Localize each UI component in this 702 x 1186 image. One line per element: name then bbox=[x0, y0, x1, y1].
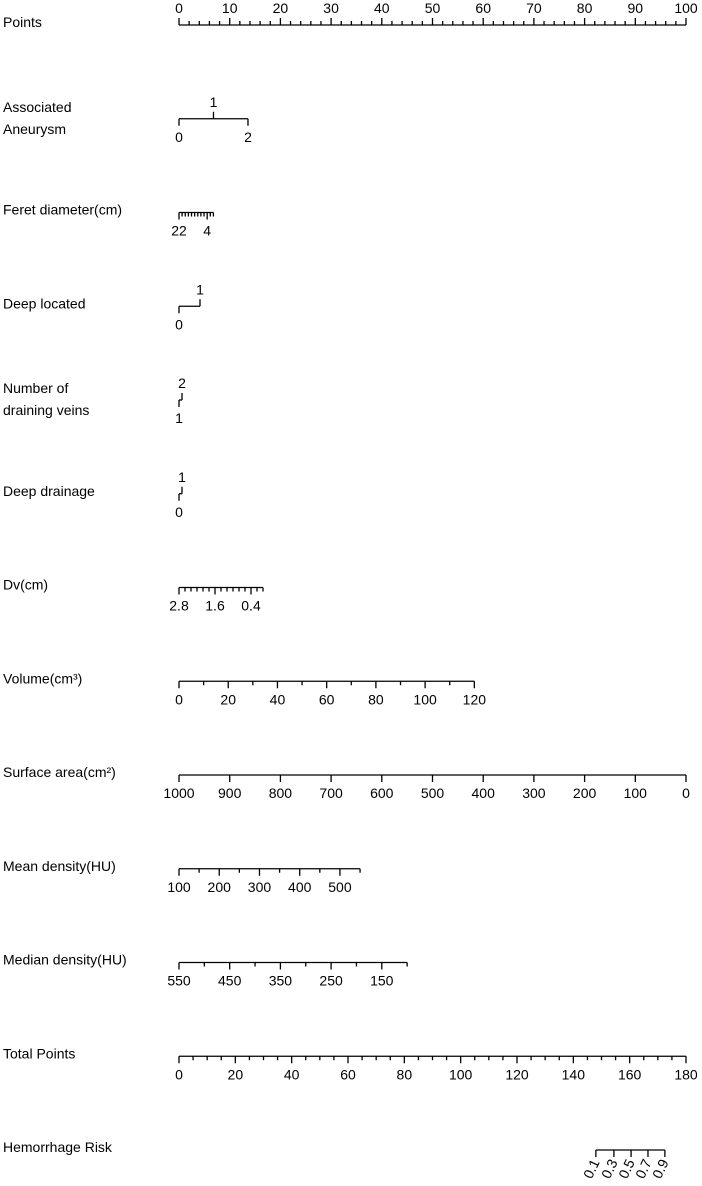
tick-label: 100 bbox=[167, 879, 191, 895]
tick-label: 200 bbox=[573, 785, 597, 801]
tick-label: 500 bbox=[421, 785, 445, 801]
tick-label: 0.7 bbox=[632, 1156, 655, 1181]
tick-label: 1000 bbox=[163, 785, 194, 801]
tick-label: 250 bbox=[319, 973, 343, 989]
tick-label: 60 bbox=[319, 691, 335, 707]
tick-label: 150 bbox=[370, 973, 394, 989]
tick-label: 60 bbox=[475, 0, 491, 16]
row-label: Associated bbox=[3, 99, 71, 115]
tick-label: 550 bbox=[167, 973, 191, 989]
row-label: Surface area(cm²) bbox=[3, 764, 116, 780]
row-label: Volume(cm³) bbox=[3, 670, 82, 686]
row-label: Feret diameter(cm) bbox=[3, 202, 122, 218]
row-label: Deep located bbox=[3, 295, 86, 311]
tick-label: 4 bbox=[203, 223, 211, 239]
tick-label: 80 bbox=[397, 1066, 413, 1082]
tick-label: 100 bbox=[449, 1066, 473, 1082]
row-label: Number of bbox=[3, 380, 68, 396]
tick-label: 140 bbox=[562, 1066, 586, 1082]
tick-label: 60 bbox=[340, 1066, 356, 1082]
tick-label: 180 bbox=[674, 1066, 698, 1082]
tick-label: 0 bbox=[175, 1066, 183, 1082]
tick-label: 0 bbox=[175, 316, 183, 332]
row-label: Total Points bbox=[3, 1045, 75, 1061]
tick-label: 120 bbox=[463, 691, 487, 707]
tick-label: 40 bbox=[284, 1066, 300, 1082]
tick-label: 120 bbox=[505, 1066, 529, 1082]
tick-label: 400 bbox=[288, 879, 312, 895]
tick-label: 1 bbox=[178, 469, 186, 485]
tick-label: 30 bbox=[323, 0, 339, 16]
tick-label: 80 bbox=[368, 691, 384, 707]
tick-label: 0.9 bbox=[649, 1156, 672, 1181]
row-label: Points bbox=[3, 14, 42, 30]
tick-label: 0 bbox=[175, 0, 183, 16]
tick-label: 0 bbox=[175, 129, 183, 145]
row-label: Mean density(HU) bbox=[3, 858, 116, 874]
tick-label: 200 bbox=[208, 879, 232, 895]
tick-label: 22 bbox=[171, 223, 187, 239]
tick-label: 350 bbox=[269, 973, 293, 989]
row-label: Hemorrhage Risk bbox=[3, 1139, 113, 1155]
tick-label: 90 bbox=[628, 0, 644, 16]
tick-label: 10 bbox=[222, 0, 238, 16]
tick-label: 2 bbox=[244, 129, 252, 145]
tick-label: 900 bbox=[218, 785, 242, 801]
tick-label: 20 bbox=[273, 0, 289, 16]
tick-label: 20 bbox=[228, 1066, 244, 1082]
tick-label: 100 bbox=[674, 0, 698, 16]
tick-label: 700 bbox=[319, 785, 343, 801]
row-label: Deep drainage bbox=[3, 483, 95, 499]
tick-label: 1.6 bbox=[205, 598, 225, 614]
tick-label: 0 bbox=[175, 691, 183, 707]
tick-label: 2 bbox=[178, 375, 186, 391]
tick-label: 500 bbox=[328, 879, 352, 895]
tick-label: 50 bbox=[425, 0, 441, 16]
tick-label: 20 bbox=[220, 691, 236, 707]
tick-label: 0.4 bbox=[241, 598, 261, 614]
tick-label: 300 bbox=[248, 879, 272, 895]
row-label: Aneurysm bbox=[3, 121, 66, 137]
row-label: Dv(cm) bbox=[3, 577, 48, 593]
tick-label: 1 bbox=[196, 281, 204, 297]
tick-label: 1 bbox=[175, 410, 183, 426]
tick-label: 0 bbox=[175, 504, 183, 520]
tick-label: 400 bbox=[472, 785, 496, 801]
tick-label: 100 bbox=[624, 785, 648, 801]
tick-label: 450 bbox=[218, 973, 242, 989]
tick-label: 600 bbox=[370, 785, 394, 801]
tick-label: 300 bbox=[522, 785, 546, 801]
tick-label: 0.3 bbox=[598, 1156, 621, 1181]
tick-label: 100 bbox=[413, 691, 437, 707]
tick-label: 40 bbox=[374, 0, 390, 16]
tick-label: 0.5 bbox=[615, 1156, 638, 1181]
tick-label: 160 bbox=[618, 1066, 642, 1082]
tick-label: 70 bbox=[526, 0, 542, 16]
tick-label: 0 bbox=[682, 785, 690, 801]
row-label: Median density(HU) bbox=[3, 952, 127, 968]
tick-label: 0.1 bbox=[580, 1156, 603, 1181]
tick-label: 1 bbox=[210, 94, 218, 110]
row-label: draining veins bbox=[3, 402, 89, 418]
tick-label: 80 bbox=[577, 0, 593, 16]
tick-label: 800 bbox=[269, 785, 293, 801]
tick-label: 2.8 bbox=[169, 598, 189, 614]
tick-label: 40 bbox=[270, 691, 286, 707]
